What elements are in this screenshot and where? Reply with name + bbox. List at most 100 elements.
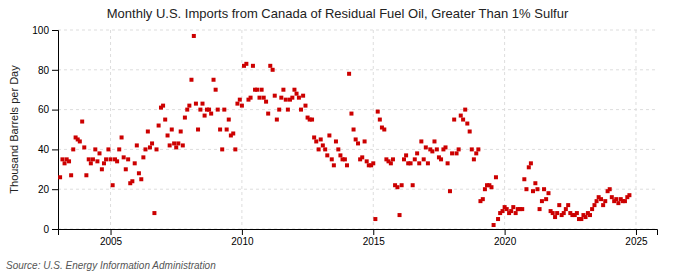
- point: [417, 161, 421, 165]
- y-tick: 0: [43, 224, 58, 235]
- point: [332, 163, 336, 167]
- point: [336, 147, 340, 151]
- y-tick: 100: [32, 25, 58, 36]
- point: [489, 185, 493, 189]
- point: [522, 177, 526, 181]
- point: [135, 143, 139, 147]
- point: [363, 139, 367, 143]
- point: [588, 213, 592, 217]
- y-tick: 40: [38, 144, 58, 155]
- point: [496, 217, 500, 221]
- point: [564, 207, 568, 211]
- point: [264, 100, 268, 104]
- title: Monthly U.S. Imports from Canada of Resi…: [107, 6, 569, 21]
- point: [501, 209, 505, 213]
- point: [150, 141, 154, 145]
- point: [120, 135, 124, 139]
- point: [398, 213, 402, 217]
- point: [214, 88, 218, 92]
- point: [281, 88, 285, 92]
- point: [505, 207, 509, 211]
- point: [343, 157, 347, 161]
- point: [603, 199, 607, 203]
- point: [531, 189, 535, 193]
- point: [115, 159, 119, 163]
- point: [415, 151, 419, 155]
- point: [137, 171, 141, 175]
- point: [166, 133, 170, 137]
- point: [599, 197, 603, 201]
- point: [608, 187, 612, 191]
- point: [179, 129, 183, 133]
- point: [616, 201, 620, 205]
- point: [117, 147, 121, 151]
- point: [181, 143, 185, 147]
- point: [566, 203, 570, 207]
- grid-line: [58, 149, 657, 150]
- point: [590, 207, 594, 211]
- x-tick-label: 2025: [625, 236, 648, 247]
- x-tick-label: 2015: [363, 236, 386, 247]
- chart: Monthly U.S. Imports from Canada of Resi…: [0, 0, 675, 275]
- x-tick: 2025: [625, 229, 648, 247]
- point: [222, 108, 226, 112]
- point: [592, 203, 596, 207]
- x-tick-label: 2005: [100, 236, 123, 247]
- point: [463, 108, 467, 112]
- point: [404, 153, 408, 157]
- point: [200, 102, 204, 106]
- x-tick-label: 2010: [231, 236, 254, 247]
- y-tick-mark: [52, 149, 58, 150]
- point: [382, 128, 386, 132]
- point: [139, 177, 143, 181]
- point: [509, 209, 513, 213]
- point: [533, 181, 537, 185]
- point: [262, 96, 266, 100]
- point: [575, 211, 579, 215]
- point: [98, 151, 102, 155]
- y-tick-label: 100: [32, 25, 49, 36]
- grid: [58, 30, 657, 229]
- point: [448, 189, 452, 193]
- x-tick-label: 2020: [494, 236, 517, 247]
- point: [345, 163, 349, 167]
- point: [63, 161, 67, 165]
- point: [152, 211, 156, 215]
- point: [163, 118, 167, 122]
- point: [459, 114, 463, 118]
- point: [196, 128, 200, 132]
- point: [365, 159, 369, 163]
- grid-line: [58, 189, 657, 190]
- point: [325, 153, 329, 157]
- point: [292, 88, 296, 92]
- x-tick: 2020: [494, 229, 517, 247]
- point: [419, 139, 423, 143]
- y-axis: 020406080100: [32, 25, 58, 235]
- x-tick-mark: [111, 229, 112, 235]
- y-tick: 80: [38, 65, 58, 76]
- point: [148, 145, 152, 149]
- grid-line: [58, 69, 657, 70]
- point: [553, 215, 557, 219]
- point: [494, 175, 498, 179]
- grid-line: [635, 30, 636, 229]
- point: [481, 197, 485, 201]
- point: [104, 157, 108, 161]
- point: [78, 139, 82, 143]
- x-tick: 2015: [363, 229, 386, 247]
- point: [240, 104, 244, 108]
- point: [584, 215, 588, 219]
- point: [258, 96, 262, 100]
- point: [452, 118, 456, 122]
- point: [277, 108, 281, 112]
- point: [233, 147, 237, 151]
- point: [220, 147, 224, 151]
- point: [614, 197, 618, 201]
- point: [524, 187, 528, 191]
- point: [391, 157, 395, 161]
- point: [172, 141, 176, 145]
- point: [207, 108, 211, 112]
- point: [317, 147, 321, 151]
- point: [472, 157, 476, 161]
- point: [266, 112, 270, 116]
